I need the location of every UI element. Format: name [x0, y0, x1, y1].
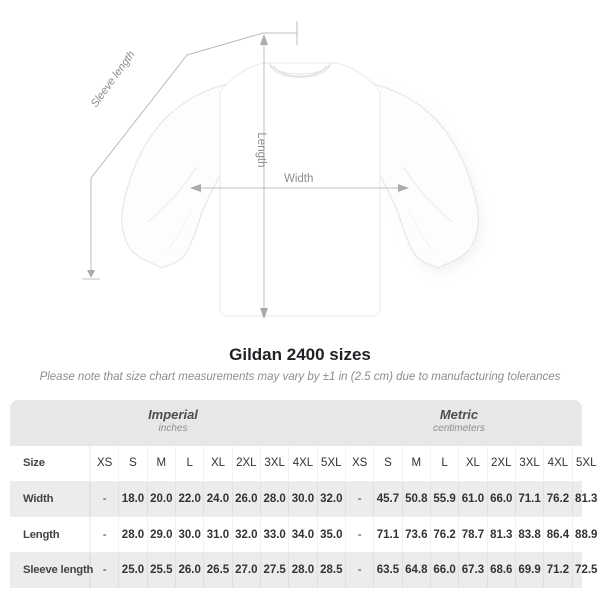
svg-text:Sleeve length: Sleeve length [89, 49, 138, 110]
svg-text:Length: Length [255, 132, 267, 167]
svg-text:Width: Width [284, 173, 313, 185]
